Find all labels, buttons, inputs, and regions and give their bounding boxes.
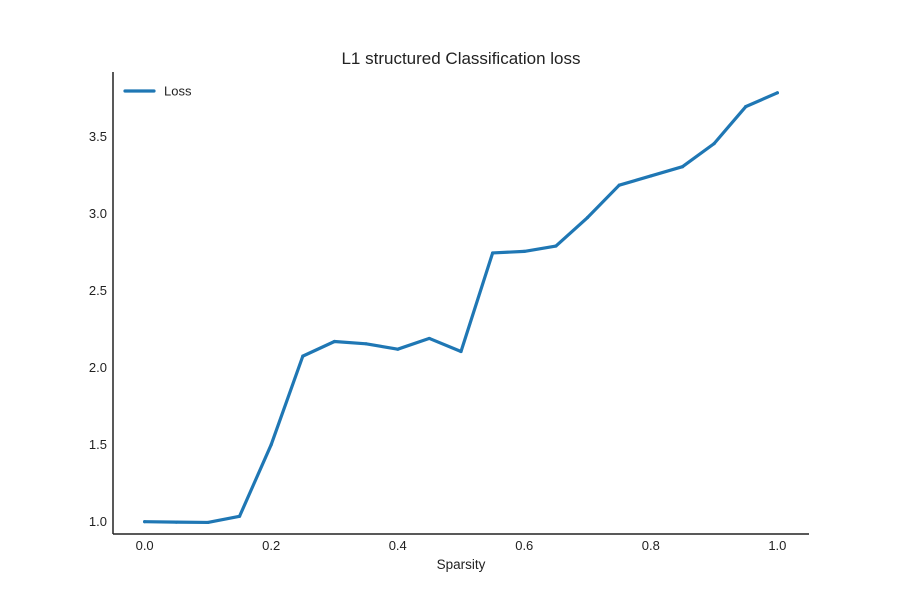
data-point bbox=[522, 249, 526, 254]
y-axis-ticks: 1.0 1.5 2.0 2.5 3.0 3.5 bbox=[89, 129, 107, 529]
x-tick-label: 0.2 bbox=[262, 538, 280, 553]
y-tick-label: 2.0 bbox=[89, 360, 107, 375]
series-line-loss bbox=[143, 91, 779, 525]
y-tick-label: 1.5 bbox=[89, 437, 107, 452]
x-axis-ticks: 0.0 0.2 0.4 0.6 0.8 1.0 bbox=[136, 538, 787, 553]
x-tick-label: 0.8 bbox=[642, 538, 660, 553]
data-point bbox=[649, 174, 653, 178]
y-tick-label: 2.5 bbox=[89, 283, 107, 298]
y-tick-label: 3.5 bbox=[89, 129, 107, 144]
data-point bbox=[554, 244, 558, 248]
x-tick-label: 0.6 bbox=[515, 538, 533, 553]
y-tick-label: 1.0 bbox=[89, 514, 107, 529]
data-point bbox=[712, 142, 716, 146]
x-tick-label: 1.0 bbox=[768, 538, 786, 553]
data-point bbox=[617, 183, 621, 187]
data-point bbox=[744, 105, 748, 109]
data-point bbox=[364, 342, 368, 346]
data-point bbox=[206, 520, 210, 525]
data-point bbox=[427, 336, 431, 341]
chart-title: L1 structured Classification loss bbox=[341, 49, 580, 68]
data-point bbox=[143, 520, 147, 524]
series-layer bbox=[143, 91, 779, 525]
data-point bbox=[269, 443, 273, 447]
data-point bbox=[491, 251, 495, 255]
legend: Loss bbox=[123, 84, 192, 99]
data-point bbox=[396, 347, 400, 351]
x-axis-title: Sparsity bbox=[437, 557, 486, 572]
data-point bbox=[332, 339, 337, 344]
data-point bbox=[459, 349, 463, 354]
data-point bbox=[680, 165, 685, 169]
legend-label: Loss bbox=[164, 84, 192, 99]
y-tick-label: 3.0 bbox=[89, 206, 107, 221]
x-tick-label: 0.4 bbox=[389, 538, 407, 553]
data-point bbox=[301, 354, 305, 358]
data-point bbox=[585, 215, 590, 220]
data-point bbox=[174, 520, 178, 524]
x-tick-label: 0.0 bbox=[136, 538, 154, 553]
data-point bbox=[237, 514, 242, 518]
data-point bbox=[775, 91, 779, 95]
